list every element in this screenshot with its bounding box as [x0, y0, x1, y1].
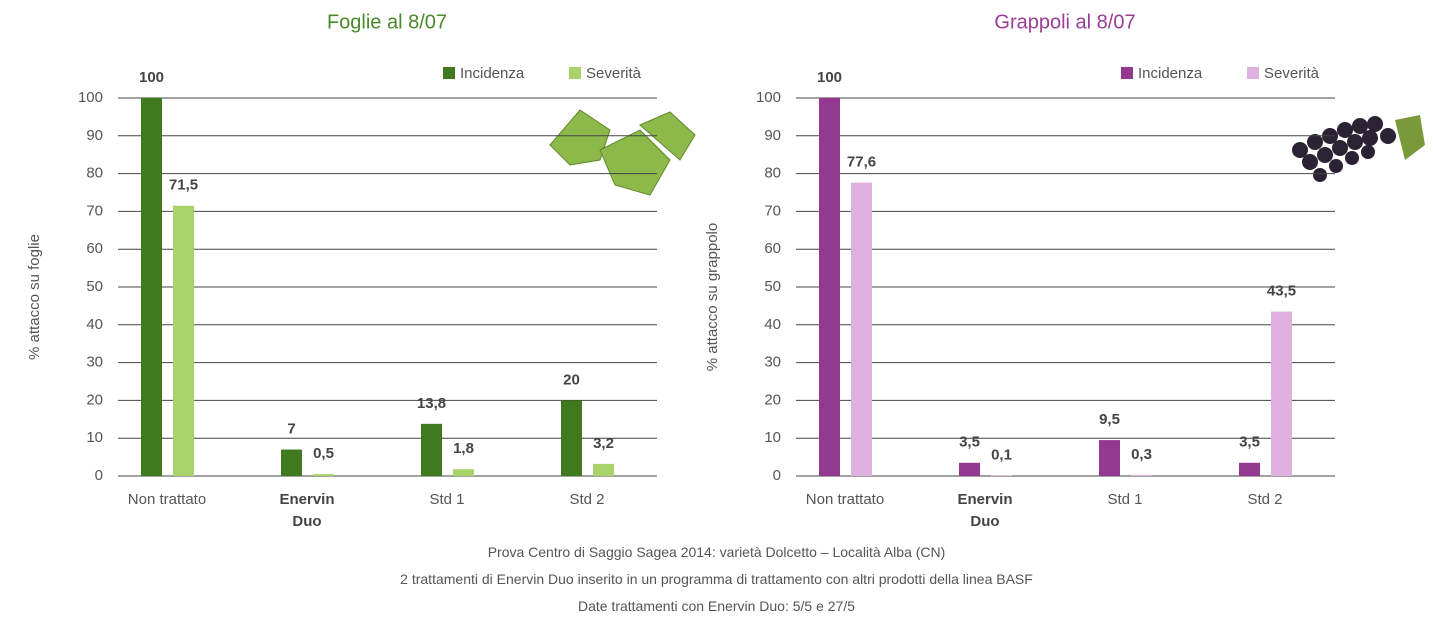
value-label: 100 [139, 69, 164, 86]
chart-title: Grappoli al 8/07 [994, 11, 1135, 33]
bar [819, 98, 840, 476]
value-label: 3,2 [593, 435, 614, 452]
x-tick-label: Non trattato [127, 491, 207, 508]
x-tick-label: Std 2 [569, 491, 605, 508]
x-tick-label: Std 1 [429, 491, 465, 508]
legend-label: Severità [586, 65, 642, 82]
caption-line: Prova Centro di Saggio Sagea 2014: varie… [487, 544, 946, 560]
y-tick-label: 90 [764, 127, 781, 144]
bar [281, 449, 302, 476]
legend-label: Incidenza [460, 65, 525, 82]
y-tick-label: 70 [86, 202, 103, 219]
value-label: 100 [817, 69, 842, 86]
legend-swatch [1121, 67, 1133, 79]
value-label: 0,3 [1131, 446, 1152, 463]
y-tick-label: 100 [78, 89, 103, 106]
bar [1099, 440, 1120, 476]
x-tick-label: Enervin Duo [279, 491, 335, 530]
value-label: 1,8 [453, 440, 474, 457]
y-tick-label: 40 [86, 316, 103, 333]
legend-label: Severità [1264, 65, 1320, 82]
value-label: 3,5 [959, 434, 980, 451]
y-tick-label: 80 [86, 165, 103, 182]
y-tick-label: 10 [764, 429, 781, 446]
y-tick-label: 50 [764, 278, 781, 295]
y-tick-label: 70 [764, 202, 781, 219]
y-tick-label: 10 [86, 429, 103, 446]
x-tick-label: Std 2 [1247, 491, 1283, 508]
legend-label: Incidenza [1138, 65, 1203, 82]
x-tick-label: Enervin Duo [957, 491, 1013, 530]
y-tick-label: 90 [86, 127, 103, 144]
value-label: 0,1 [991, 447, 1012, 464]
y-tick-label: 30 [764, 354, 781, 371]
bar [453, 469, 474, 476]
legend-swatch [443, 67, 455, 79]
y-tick-label: 30 [86, 354, 103, 371]
value-label: 43,5 [1267, 283, 1296, 300]
y-tick-label: 60 [764, 240, 781, 257]
value-label: 9,5 [1099, 411, 1120, 428]
bar [313, 474, 334, 476]
y-axis-title: % attacco su foglie [26, 234, 43, 360]
y-tick-label: 20 [86, 391, 103, 408]
bar [173, 205, 194, 477]
bar [851, 182, 872, 476]
bar [561, 400, 582, 476]
y-tick-label: 0 [773, 467, 781, 484]
x-tick-label: Std 1 [1107, 491, 1143, 508]
caption-line: 2 trattamenti di Enervin Duo inserito in… [400, 571, 1033, 587]
value-label: 20 [563, 371, 580, 388]
y-tick-label: 40 [764, 316, 781, 333]
value-label: 71,5 [169, 177, 198, 194]
bar [1271, 311, 1292, 476]
bar [141, 98, 162, 476]
chart-title: Foglie al 8/07 [327, 11, 447, 33]
value-label: 7 [287, 421, 295, 438]
value-label: 13,8 [417, 395, 446, 412]
grape-picture [1292, 115, 1425, 182]
bar [1239, 462, 1260, 476]
leaf-picture [549, 109, 696, 196]
x-tick-label: Non trattato [805, 491, 885, 508]
y-tick-label: 100 [756, 89, 781, 106]
value-label: 77,6 [847, 154, 876, 171]
legend-swatch [1247, 67, 1259, 79]
y-tick-label: 20 [764, 391, 781, 408]
value-label: 0,5 [313, 445, 334, 462]
bar [959, 462, 980, 476]
caption-line: Date trattamenti con Enervin Duo: 5/5 e … [577, 598, 856, 614]
y-tick-label: 80 [764, 165, 781, 182]
bar [1131, 474, 1152, 476]
value-label: 3,5 [1239, 434, 1260, 451]
y-axis-title: % attacco su grappolo [704, 223, 721, 371]
y-tick-label: 0 [95, 467, 103, 484]
legend-swatch [569, 67, 581, 79]
bar [593, 463, 614, 476]
bar [421, 423, 442, 476]
y-tick-label: 60 [86, 240, 103, 257]
y-tick-label: 50 [86, 278, 103, 295]
